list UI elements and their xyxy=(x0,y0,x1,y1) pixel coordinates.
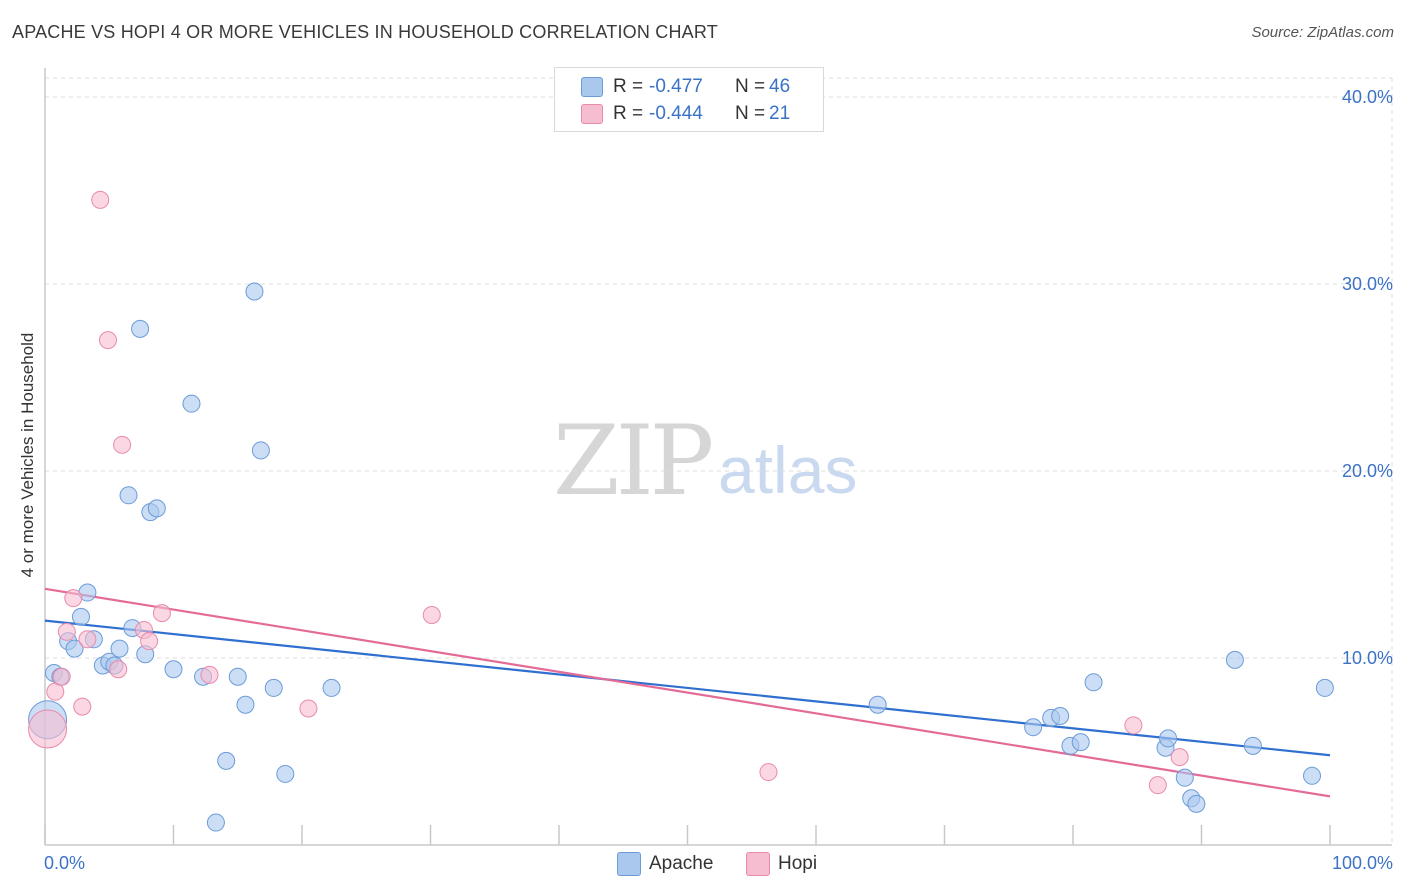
hopi-point xyxy=(98,331,117,350)
apache-point xyxy=(1187,794,1206,813)
data-points xyxy=(28,190,1334,832)
grid-lines xyxy=(45,77,1393,845)
apache-point xyxy=(164,660,183,679)
n-value: 46 xyxy=(769,76,791,97)
apache-point xyxy=(276,764,295,783)
apache-point xyxy=(1175,768,1194,787)
apache-point xyxy=(110,639,129,658)
apache-point xyxy=(1159,729,1178,748)
apache-point xyxy=(264,678,283,697)
hopi-point xyxy=(73,697,92,716)
trend-lines xyxy=(44,587,1331,798)
hopi-point xyxy=(52,667,71,686)
apache-trend-line xyxy=(44,619,1331,757)
apache-point xyxy=(206,813,225,832)
apache-point xyxy=(1071,733,1090,752)
hopi-point xyxy=(64,589,83,608)
apache-swatch xyxy=(581,77,603,97)
x-tick-label: 0.0% xyxy=(44,853,85,873)
hopi-point xyxy=(200,665,219,684)
hopi-point xyxy=(91,190,110,209)
hopi-point xyxy=(28,709,68,749)
r-label: R = xyxy=(613,76,644,97)
apache-point xyxy=(868,695,887,714)
apache-point xyxy=(119,486,138,505)
hopi-point xyxy=(422,605,441,624)
y-tick-label: 10.0% xyxy=(1342,648,1393,668)
apache-point xyxy=(1315,678,1334,697)
source-label: Source: ZipAtlas.com xyxy=(1251,24,1394,41)
apache-point xyxy=(1084,673,1103,692)
apache-point xyxy=(236,695,255,714)
apache-point xyxy=(228,667,247,686)
axes xyxy=(44,68,1392,846)
hopi-point xyxy=(299,699,318,718)
hopi-trend-line xyxy=(44,587,1331,798)
y-tick-label: 40.0% xyxy=(1342,87,1393,107)
y-tick-label: 20.0% xyxy=(1342,461,1393,481)
apache-point xyxy=(1303,766,1322,785)
legend-label-hopi: Hopi xyxy=(778,853,818,874)
apache-point xyxy=(147,499,166,518)
hopi-swatch xyxy=(581,104,603,124)
apache-point xyxy=(217,751,236,770)
hopi-point xyxy=(113,435,132,454)
hopi-legend-swatch xyxy=(746,852,770,876)
apache-point xyxy=(1225,650,1244,669)
apache-point xyxy=(1243,736,1262,755)
apache-point xyxy=(71,607,90,626)
apache-point xyxy=(245,282,264,301)
hopi-point xyxy=(57,622,76,641)
apache-point xyxy=(65,639,84,658)
legend-label-apache: Apache xyxy=(649,853,714,874)
apache-legend-swatch xyxy=(617,852,641,876)
apache-point xyxy=(182,394,201,413)
hopi-point xyxy=(759,763,778,782)
n-value: 21 xyxy=(769,103,791,124)
r-value: -0.477 xyxy=(649,76,703,97)
hopi-point xyxy=(1170,748,1189,767)
watermark-zip: ZIP xyxy=(553,405,714,517)
watermark-atlas: atlas xyxy=(718,433,858,507)
apache-point xyxy=(131,319,150,338)
n-label: N = xyxy=(735,76,766,97)
apache-point xyxy=(322,678,341,697)
hopi-point xyxy=(1124,716,1143,735)
hopi-point xyxy=(140,632,159,651)
tick-labels: 10.0% 20.0% 30.0% 40.0% 0.0% 100.0% xyxy=(44,87,1393,873)
apache-point xyxy=(1051,706,1070,725)
stats-legend: R = -0.477 N = 46 R = -0.444 N = 21 xyxy=(554,67,824,132)
r-label: R = xyxy=(613,103,644,124)
r-value: -0.444 xyxy=(649,103,703,124)
apache-point xyxy=(1024,718,1043,737)
n-label: N = xyxy=(735,103,766,124)
apache-point xyxy=(251,441,270,460)
hopi-point xyxy=(152,604,171,623)
hopi-point xyxy=(78,630,97,649)
hopi-point xyxy=(1148,776,1167,795)
hopi-point xyxy=(109,660,128,679)
x-tick-label: 100.0% xyxy=(1332,853,1393,873)
hopi-point xyxy=(46,682,65,701)
chart-title: APACHE VS HOPI 4 OR MORE VEHICLES IN HOU… xyxy=(12,22,718,42)
y-tick-label: 30.0% xyxy=(1342,274,1393,294)
